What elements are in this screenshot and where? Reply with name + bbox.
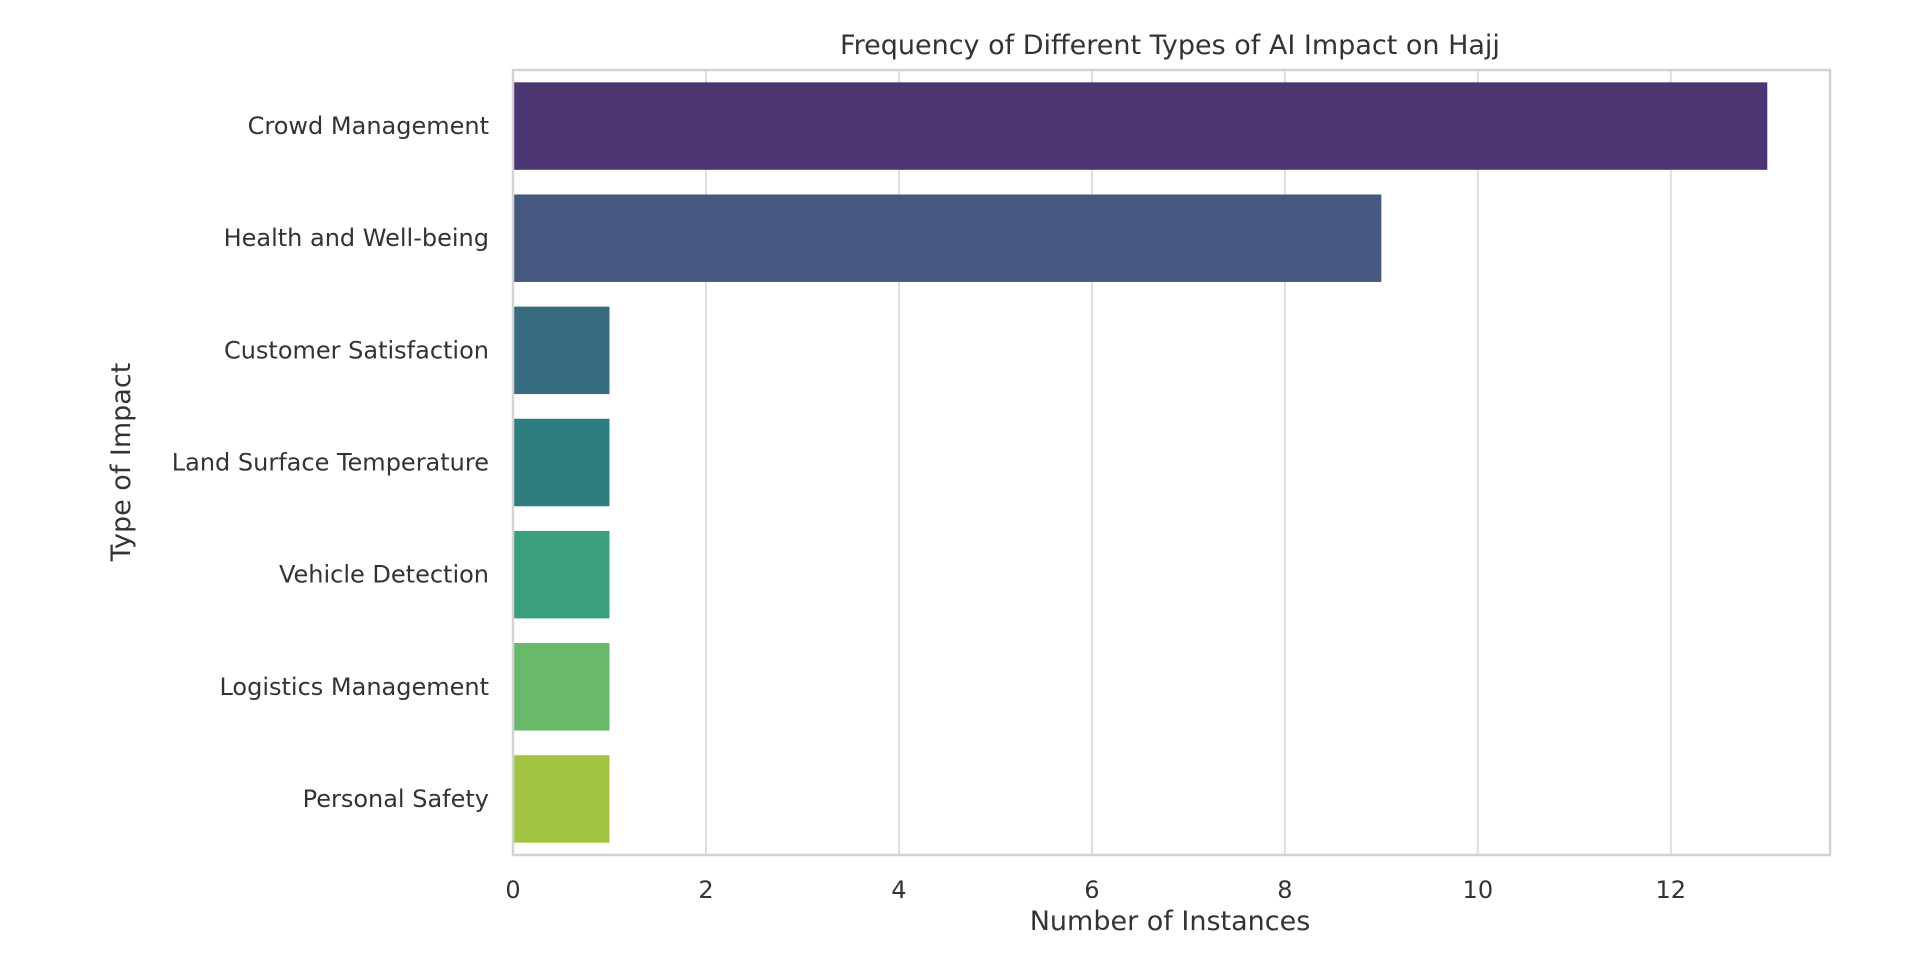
bar-crowd-management <box>514 82 1768 170</box>
y-tick-labels: Crowd Management Health and Well-being Cus… <box>172 112 489 813</box>
x-tick-label: 6 <box>1084 876 1099 904</box>
chart-title: Frequency of Different Types of AI Impac… <box>840 30 1500 61</box>
plot-frame <box>511 68 1832 857</box>
x-tick-label: 8 <box>1277 876 1292 904</box>
y-tick-label: Health and Well-being <box>224 224 489 252</box>
bar-health-and-well-being <box>514 194 1382 282</box>
x-tick-label: 4 <box>891 876 906 904</box>
y-tick-label: Crowd Management <box>248 112 489 140</box>
y-axis-label: Type of Impact <box>106 363 137 563</box>
y-tick-label: Logistics Management <box>219 673 489 701</box>
bars <box>514 82 1768 843</box>
x-tick-label: 2 <box>698 876 713 904</box>
y-tick-label: Vehicle Detection <box>279 561 489 589</box>
y-tick-label: Customer Satisfaction <box>224 336 489 364</box>
x-tick-label: 0 <box>505 876 520 904</box>
y-tick-label: Land Surface Temperature <box>172 449 489 477</box>
bar-personal-safety <box>514 755 610 843</box>
grid-lines <box>512 70 1672 855</box>
bar-logistics-management <box>514 643 610 731</box>
bar-vehicle-detection <box>514 530 610 619</box>
x-tick-labels: 0 2 4 6 8 10 12 <box>505 876 1686 904</box>
x-tick-label: 10 <box>1463 876 1494 904</box>
bar-land-surface-temperature <box>514 418 610 507</box>
y-tick-label: Personal Safety <box>303 785 489 813</box>
x-tick-label: 12 <box>1656 876 1687 904</box>
x-axis-label: Number of Instances <box>1030 906 1311 937</box>
bar-customer-satisfaction <box>514 306 610 395</box>
